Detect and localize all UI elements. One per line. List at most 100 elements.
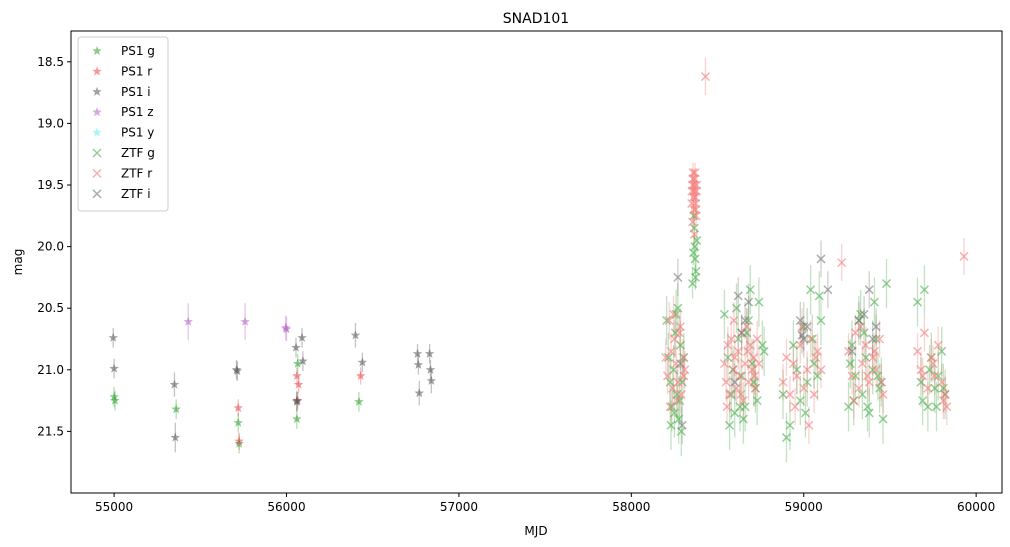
ztf-r-point xyxy=(799,383,809,393)
ztf-g-point xyxy=(919,285,929,295)
ztf-r-point xyxy=(676,389,686,399)
ztf-r-point xyxy=(862,371,873,381)
ztf-g-point xyxy=(788,340,798,350)
ztf-g-point xyxy=(816,315,826,326)
ztf-g-point xyxy=(735,402,745,412)
ztf-g-point xyxy=(807,334,817,344)
legend-label-ps1-g: PS1 g xyxy=(121,44,155,58)
legend-marker-ps1-g xyxy=(92,46,102,56)
ps1-i-point xyxy=(414,388,425,398)
ps1-i-point xyxy=(425,364,436,374)
legend-label-ps1-i: PS1 i xyxy=(121,85,151,99)
ps1-i-point xyxy=(424,348,435,358)
ztf-r-point xyxy=(689,229,699,239)
ztf-r-point xyxy=(750,371,760,381)
x-axis-label: MJD xyxy=(524,524,547,538)
ztf-g-point xyxy=(814,291,824,301)
ztf-r-point xyxy=(736,389,746,399)
ztf-r-point xyxy=(700,72,710,82)
ztf-r-point xyxy=(847,371,857,381)
chart-title: SNAD101 xyxy=(503,11,569,27)
legend-item-ztf-r: ZTF r xyxy=(92,166,152,180)
ps1-i-point xyxy=(292,395,302,405)
ps1-i-point xyxy=(170,432,181,442)
legend-item-ztf-g: ZTF g xyxy=(92,146,155,160)
ztf-g-point xyxy=(845,359,855,369)
ztf-i-point xyxy=(816,254,826,264)
ps1-g-point xyxy=(292,358,303,368)
ztf-g-point xyxy=(778,389,788,399)
ztf-i-point xyxy=(868,334,878,344)
ztf-g-point xyxy=(857,389,867,399)
legend: PS1 g PS1 r PS1 i PS1 z PS1 y ZTF g ZTF r ZTF i xyxy=(77,36,169,212)
legend-label-ps1-y: PS1 y xyxy=(121,126,154,140)
ps1-z-point xyxy=(240,316,250,326)
ztf-g-point xyxy=(878,414,888,424)
ztf-r-point xyxy=(666,346,676,356)
ztf-g-point xyxy=(754,297,764,307)
ps1-i-point xyxy=(350,330,361,340)
ztf-r-point xyxy=(722,402,732,412)
ztf-r-point xyxy=(687,217,698,227)
ztf-r-point xyxy=(689,205,699,215)
ztf-g-point xyxy=(881,279,892,289)
ztf-g-point xyxy=(812,371,823,381)
ztf-g-point xyxy=(781,433,792,443)
ps1-z-point xyxy=(281,324,292,334)
ztf-r-point xyxy=(804,420,814,430)
y-tick-label: 18.5 xyxy=(37,55,64,69)
ps1-i-point xyxy=(232,366,243,376)
ps1-z-point xyxy=(183,316,193,326)
ps1-i-point xyxy=(412,348,423,358)
ztf-i-point xyxy=(673,272,683,282)
ztf-r-point xyxy=(788,359,798,369)
ps1-i-point xyxy=(108,332,118,342)
ztf-g-point xyxy=(690,254,700,264)
ztf-i-point xyxy=(740,315,750,326)
ps1-g-point xyxy=(292,414,302,424)
ztf-r-point xyxy=(928,359,938,369)
ztf-i-point xyxy=(859,309,869,319)
x-axis-ticks: 55000 56000 57000 58000 59000 60000 xyxy=(95,493,995,514)
ztf-r-point xyxy=(878,389,888,399)
ztf-r-point xyxy=(738,396,748,406)
ztf-r-point xyxy=(691,205,701,215)
ztf-r-point xyxy=(790,402,800,412)
legend-marker-ps1-y xyxy=(92,127,102,137)
ps1-i-point xyxy=(298,356,308,366)
ztf-g-point xyxy=(785,420,795,430)
ztf-r-point xyxy=(938,396,948,406)
ztf-r-point xyxy=(816,365,826,375)
ztf-i-point xyxy=(871,322,881,332)
ztf-r-point xyxy=(844,346,854,356)
ps1-g-point xyxy=(109,391,119,401)
ps1-g-point xyxy=(233,417,243,427)
legend-label-ps1-z: PS1 z xyxy=(121,105,154,119)
ztf-r-point xyxy=(933,340,943,350)
ztf-i-point xyxy=(802,322,812,332)
ztf-g-point xyxy=(690,242,700,252)
ztf-r-point xyxy=(726,334,736,344)
ps1-g-point xyxy=(110,395,120,405)
ztf-g-point xyxy=(719,309,729,319)
plot-frame xyxy=(70,30,1003,494)
ztf-g-point xyxy=(759,346,769,356)
ztf-r-point xyxy=(723,340,733,350)
markers-layer xyxy=(108,72,969,448)
ztf-i-point xyxy=(730,377,740,387)
ztf-r-point xyxy=(802,365,812,375)
x-tick-label: 55000 xyxy=(95,500,133,514)
ztf-r-point xyxy=(869,346,879,356)
x-tick-label: 58000 xyxy=(612,500,650,514)
ztf-g-point xyxy=(725,420,735,430)
ps1-g-point xyxy=(354,396,364,406)
ztf-r-point xyxy=(792,371,802,381)
ztf-g-point xyxy=(806,285,816,295)
legend-label-ps1-r: PS1 r xyxy=(121,64,152,78)
ztf-g-point xyxy=(733,334,743,344)
ztf-i-point xyxy=(675,359,685,369)
ztf-g-point xyxy=(861,352,871,363)
y-tick-label: 19.0 xyxy=(37,116,64,130)
